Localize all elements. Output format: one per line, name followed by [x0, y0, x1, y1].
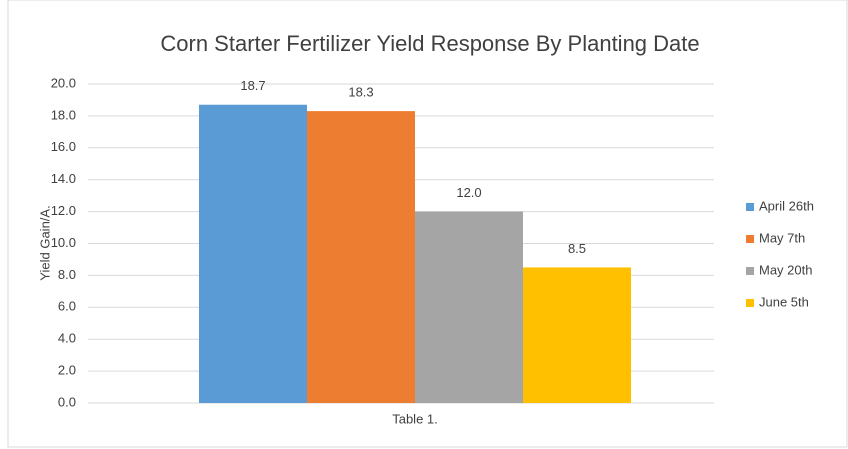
legend-label: June 5th [759, 294, 809, 309]
y-axis-label: Yield Gain/A. [37, 205, 52, 280]
y-tick-label: 12.0 [51, 203, 76, 218]
legend-label: April 26th [759, 198, 814, 213]
data-label: 12.0 [456, 185, 481, 200]
y-tick-label: 2.0 [58, 363, 76, 378]
y-tick-label: 8.0 [58, 267, 76, 282]
legend-swatch [746, 299, 754, 307]
chart-title: Corn Starter Fertilizer Yield Response B… [160, 31, 699, 56]
y-tick-label: 4.0 [58, 331, 76, 346]
y-tick-label: 0.0 [58, 394, 76, 409]
y-tick-label: 14.0 [51, 171, 76, 186]
y-tick-label: 16.0 [51, 139, 76, 154]
data-label: 18.3 [348, 85, 373, 100]
data-label: 18.7 [240, 78, 265, 93]
legend-swatch [746, 235, 754, 243]
y-tick-label: 20.0 [51, 75, 76, 90]
data-label: 8.5 [568, 241, 586, 256]
legend-label: May 20th [759, 262, 812, 277]
y-tick-label: 18.0 [51, 107, 76, 122]
legend-label: May 7th [759, 230, 805, 245]
y-tick-label: 10.0 [51, 235, 76, 250]
bar [307, 111, 415, 404]
x-tick-label: Table 1. [392, 411, 438, 426]
legend-swatch [746, 203, 754, 211]
legend-swatch [746, 267, 754, 275]
y-tick-label: 6.0 [58, 299, 76, 314]
bar [415, 211, 523, 403]
bar [523, 267, 631, 403]
bar [199, 104, 307, 404]
